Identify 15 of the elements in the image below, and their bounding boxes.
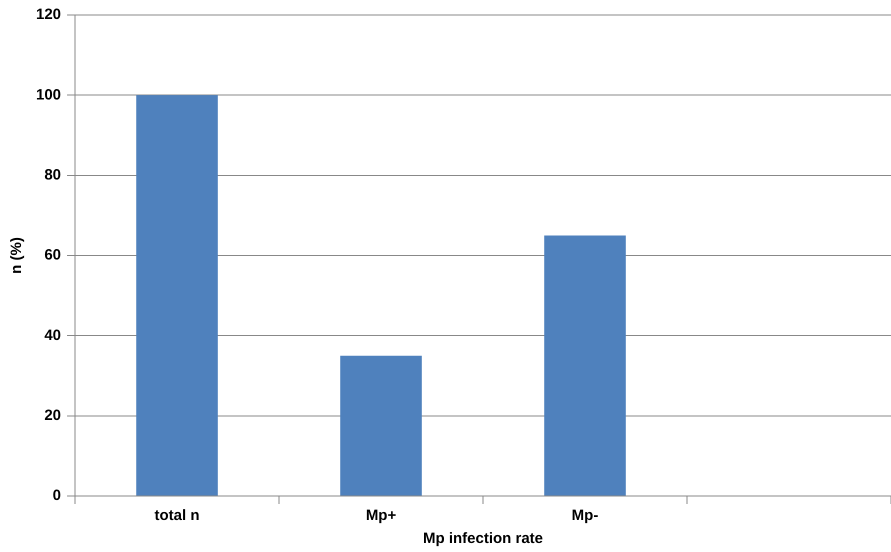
bar	[544, 235, 626, 496]
y-tick-label: 20	[44, 406, 62, 424]
bar	[136, 95, 218, 496]
y-tick-label: 40	[44, 326, 62, 344]
y-tick-label: 80	[44, 166, 62, 184]
y-tick-label: 100	[36, 86, 62, 104]
bar	[340, 356, 422, 496]
y-axis-title: n (%)	[8, 237, 26, 274]
y-tick-label: 60	[44, 246, 62, 264]
x-tick-label: Mp+	[366, 507, 396, 524]
y-tick-label: 120	[36, 6, 62, 24]
y-tick-label: 0	[52, 487, 62, 504]
x-tick-label: Mp-	[572, 507, 598, 524]
x-tick-label: total n	[154, 507, 200, 524]
x-axis-title: Mp infection rate	[423, 530, 544, 548]
